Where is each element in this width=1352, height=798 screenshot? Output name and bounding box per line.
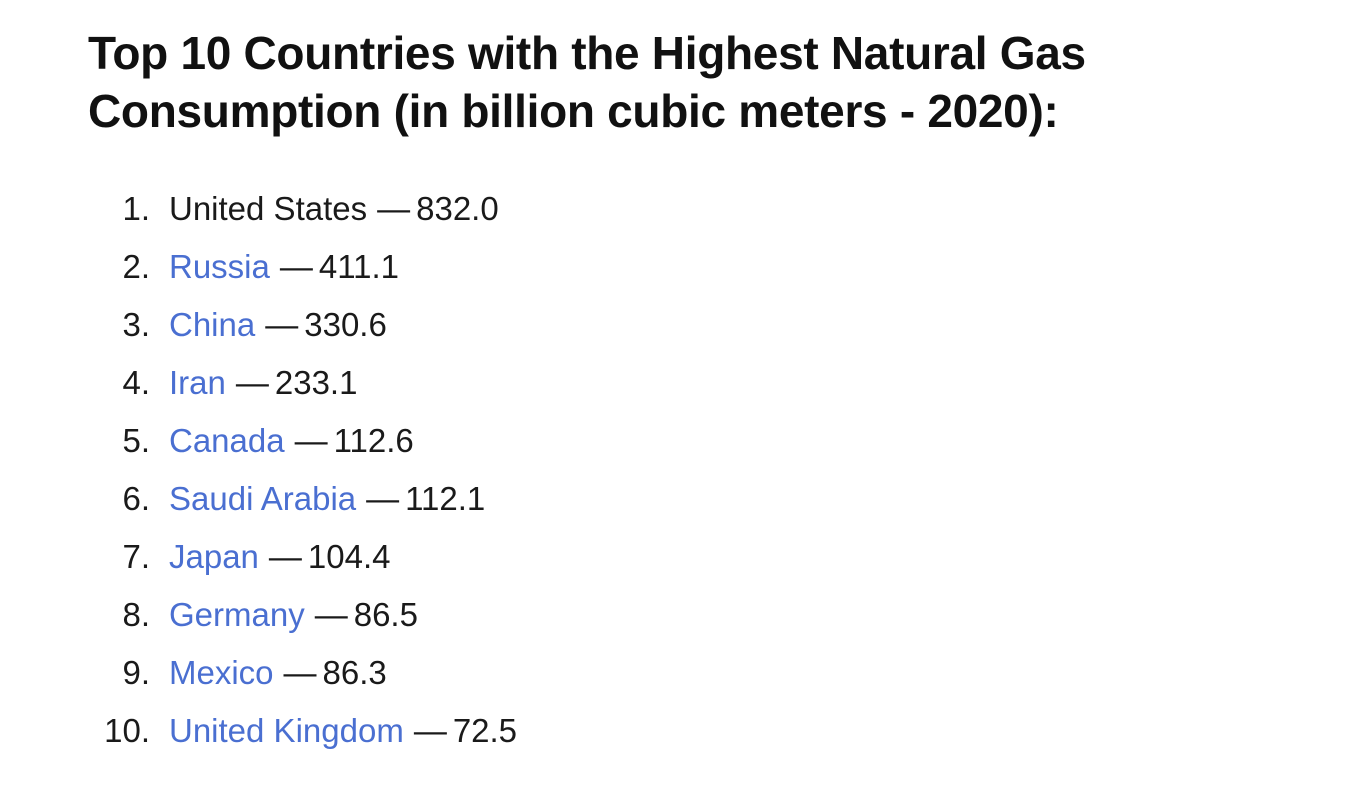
separator: — <box>265 306 299 343</box>
list-item-number: 1. <box>122 190 150 227</box>
list-item: 3. China — 330.6 <box>88 304 517 362</box>
list-item: 6. Saudi Arabia — 112.1 <box>88 478 517 536</box>
page-title: Top 10 Countries with the Highest Natura… <box>88 27 1086 137</box>
separator: — <box>294 422 328 459</box>
list-item-number: 6. <box>122 480 150 517</box>
list-item-number: 3. <box>122 306 150 343</box>
consumption-value: 832.0 <box>416 190 499 227</box>
country-link-saudi-arabia[interactable]: Saudi Arabia <box>169 480 357 517</box>
separator: — <box>283 654 317 691</box>
country-link-china[interactable]: China <box>169 306 256 343</box>
country-link-germany[interactable]: Germany <box>169 596 305 633</box>
list-item: 10. United Kingdom — 72.5 <box>88 710 517 768</box>
list-item-number: 9. <box>122 654 150 691</box>
country-link-united-kingdom[interactable]: United Kingdom <box>169 712 404 749</box>
list-item-number: 4. <box>122 364 150 401</box>
separator: — <box>235 364 269 401</box>
consumption-value: 72.5 <box>452 712 518 749</box>
list-item: 5. Canada — 112.6 <box>88 420 517 478</box>
separator: — <box>314 596 348 633</box>
consumption-value: 86.5 <box>353 596 418 633</box>
list-item: 9. Mexico — 86.3 <box>88 652 517 710</box>
list-item-number: 8. <box>122 596 150 633</box>
consumption-value: 411.1 <box>318 248 400 285</box>
consumption-value: 104.4 <box>307 538 391 575</box>
list-item: 2. Russia — 411.1 <box>88 246 517 304</box>
separator: — <box>413 712 447 749</box>
list-item-number: 7. <box>122 538 150 575</box>
list-item: 7. Japan — 104.4 <box>88 536 517 594</box>
list-item: 4. Iran — 233.1 <box>88 362 517 420</box>
country-ranking-list: 1. United States — 832.0 2. Russia — 411… <box>88 188 517 768</box>
country-name-united-states: United States <box>169 190 368 227</box>
consumption-value: 112.1 <box>405 480 486 517</box>
document-page: Top 10 Countries with the Highest Natura… <box>88 24 1288 749</box>
consumption-value: 86.3 <box>322 654 387 691</box>
separator: — <box>279 248 313 285</box>
list-item-number: 2. <box>122 248 150 285</box>
country-link-iran[interactable]: Iran <box>169 364 226 401</box>
separator: — <box>366 480 400 517</box>
separator: — <box>377 190 411 227</box>
list-item-number: 5. <box>122 422 150 459</box>
country-link-canada[interactable]: Canada <box>169 422 285 459</box>
country-link-russia[interactable]: Russia <box>169 248 270 285</box>
list-item: 1. United States — 832.0 <box>88 188 517 246</box>
country-link-mexico[interactable]: Mexico <box>169 654 274 691</box>
consumption-value: 233.1 <box>274 364 358 401</box>
consumption-value: 112.6 <box>333 422 414 459</box>
list-item: 8. Germany — 86.5 <box>88 594 517 652</box>
country-link-japan[interactable]: Japan <box>169 538 259 575</box>
consumption-value: 330.6 <box>304 306 387 343</box>
separator: — <box>268 538 302 575</box>
list-item-number: 10. <box>104 712 150 749</box>
